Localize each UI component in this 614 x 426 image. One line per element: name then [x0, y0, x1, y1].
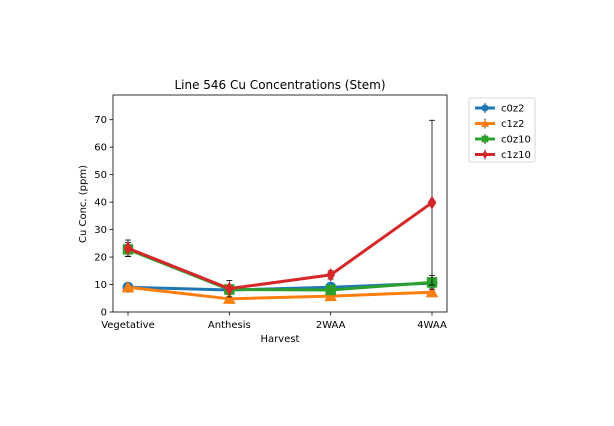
data-point	[121, 280, 135, 293]
legend-label: c0z10	[501, 135, 531, 146]
data-point	[224, 281, 234, 296]
legend-marker	[481, 104, 489, 112]
series-c1z2	[121, 280, 439, 304]
y-axis-label: Cu Conc. (ppm)	[78, 165, 89, 243]
y-tick-label: 20	[94, 253, 107, 264]
legend-box	[468, 97, 536, 163]
data-point	[324, 289, 337, 302]
y-tick-label: 0	[101, 308, 107, 319]
legend-entry: c0z2	[475, 103, 524, 115]
y-tick-label: 10	[94, 280, 107, 291]
y-tick-label: 60	[94, 143, 107, 154]
y-tick-label: 70	[94, 115, 107, 126]
data-point	[425, 285, 439, 298]
data-point	[223, 292, 236, 304]
series-line	[127, 201, 433, 291]
data-point	[325, 284, 336, 296]
y-tick-label: 30	[94, 225, 107, 236]
plot-area: 0 10 20 30 40 50 60 70 Vegetative Anthesis 2WAA 4WA…	[94, 94, 448, 331]
legend-entry: c1z10	[475, 149, 531, 161]
data-point	[326, 268, 336, 282]
x-tick-label: 4WAA	[417, 320, 447, 331]
legend-label: c0z2	[501, 104, 524, 115]
y-tick-label: 50	[94, 170, 107, 181]
legend-marker	[482, 150, 488, 159]
legend-label: c1z2	[501, 119, 524, 130]
legend-marker	[480, 119, 490, 127]
x-tick-label: 2WAA	[316, 320, 346, 331]
series-c1z10	[123, 119, 437, 298]
legend-marker	[481, 135, 489, 143]
x-tick-label: Anthesis	[208, 320, 251, 331]
series-line	[127, 285, 433, 301]
x-axis-label: Harvest	[261, 334, 300, 345]
x-tick-label: Vegetative	[101, 320, 155, 331]
chart-title: Line 546 Cu Concentrations (Stem)	[174, 78, 385, 92]
legend-entry: c0z10	[475, 134, 531, 146]
data-point	[427, 195, 437, 210]
plot-frame	[112, 94, 448, 313]
legend-entry: c1z2	[475, 118, 524, 130]
data-point	[123, 241, 133, 256]
y-tick-label: 40	[94, 198, 107, 209]
legend: c0z2 c1z2 c0z10 c1z10	[468, 97, 536, 163]
legend-label: c1z10	[501, 150, 531, 161]
